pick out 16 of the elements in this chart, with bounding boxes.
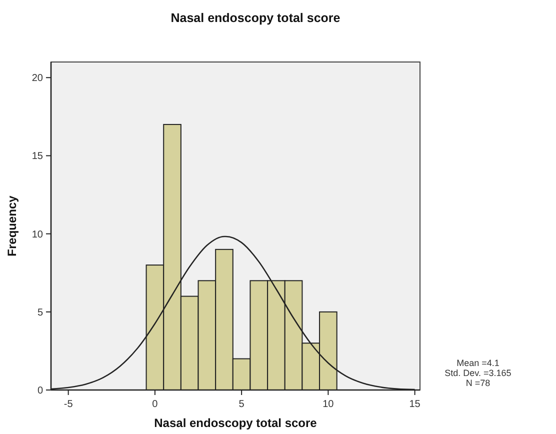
text: N =78 [466, 378, 490, 388]
chart-title: Nasal endoscopy total score [170, 11, 340, 25]
text: Mean =4.1 [456, 358, 500, 368]
x-tick-label: 10 [322, 399, 334, 410]
y-tick-label: 20 [32, 73, 44, 84]
x-tick-label: 5 [238, 399, 245, 410]
y-tick-label: 5 [37, 307, 44, 318]
x-tick-label: 15 [409, 399, 421, 410]
x-axis-title: Nasal endoscopy total score [154, 416, 318, 430]
x-tick-label: -5 [64, 399, 74, 410]
y-tick-label: 10 [32, 229, 44, 240]
y-axis-title: Frequency [5, 195, 19, 256]
x-tick-label: 0 [152, 399, 158, 410]
y-tick-label: 15 [32, 151, 44, 162]
text: Std. Dev. =3.165 [444, 368, 512, 378]
y-tick-label: 0 [37, 386, 44, 396]
